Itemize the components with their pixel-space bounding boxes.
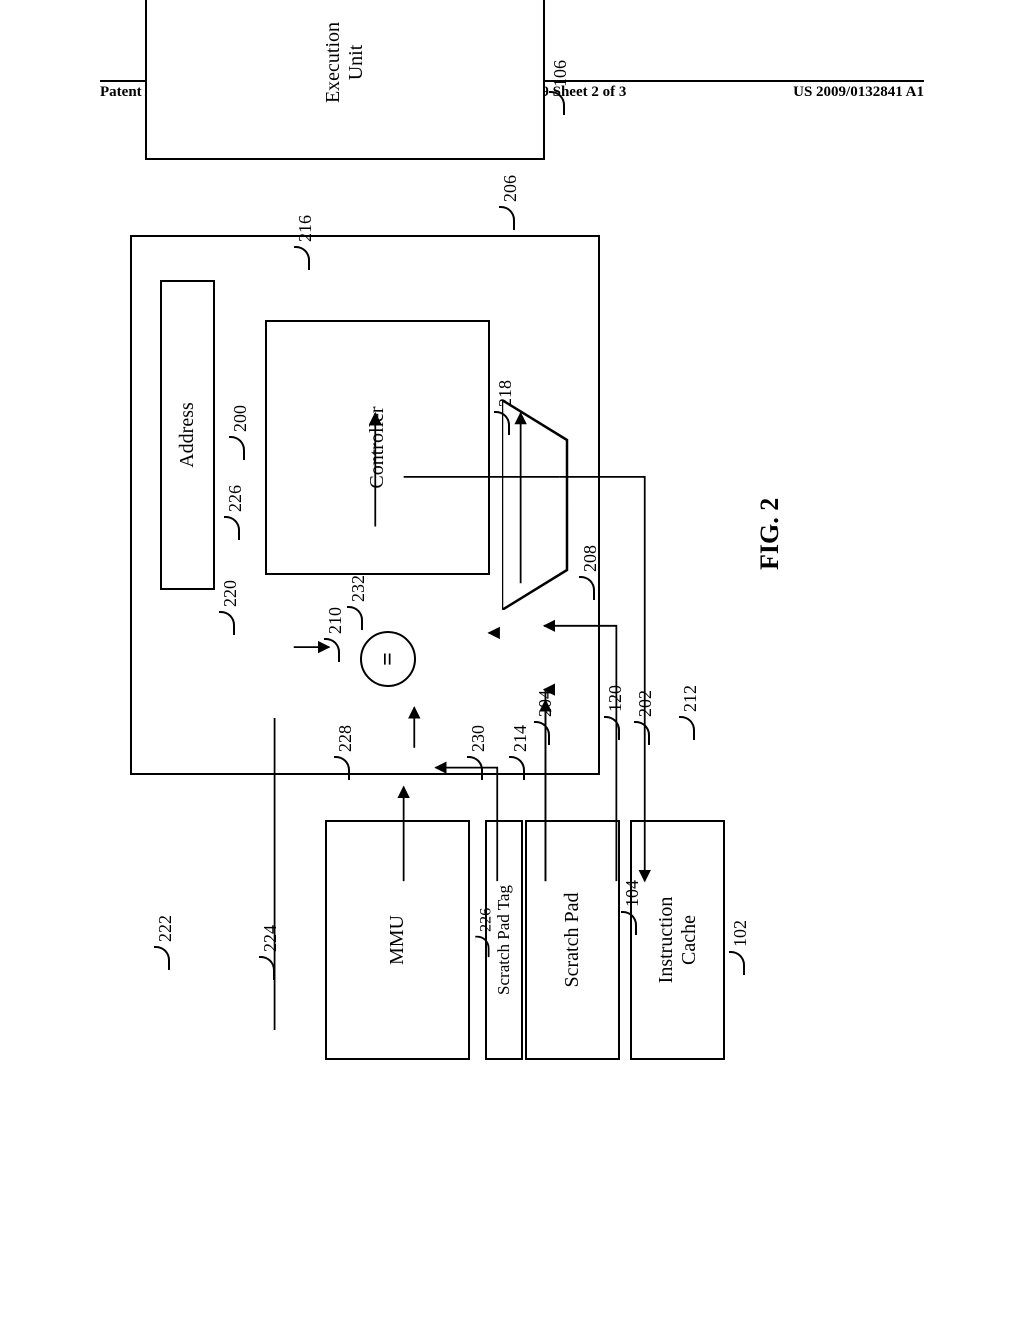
ref-220: 220: [220, 580, 241, 635]
ref-102: 102: [730, 920, 751, 975]
ref-202: 202: [635, 690, 656, 745]
ref-232: 232: [348, 575, 369, 630]
ref-230: 230: [468, 725, 489, 780]
ref-204: 204: [535, 690, 556, 745]
ref-212: 212: [680, 685, 701, 740]
ref-228: 228: [335, 725, 356, 780]
figure-label: FIG. 2: [755, 498, 785, 570]
ref-104: 104: [622, 880, 643, 935]
execution-unit-label: Execution Unit: [322, 22, 368, 103]
ref-222: 222: [155, 915, 176, 970]
ref-226-arrow: 226: [225, 485, 246, 540]
ref-224: 224: [260, 925, 281, 980]
ref-200: 200: [230, 405, 251, 460]
ref-214: 214: [510, 725, 531, 780]
header-right: US 2009/0132841 A1: [793, 84, 924, 101]
ref-216: 216: [295, 215, 316, 270]
ref-226-tag: 226: [476, 908, 495, 958]
ref-218: 218: [495, 380, 516, 435]
ref-106: 106: [550, 60, 571, 115]
wires: [70, 250, 950, 1030]
ref-206: 206: [500, 175, 521, 230]
page-root: Patent Application Publication May 21, 2…: [0, 0, 1024, 1320]
ref-120: 120: [605, 685, 626, 740]
diagram-canvas: Instruction Cache Scratch Pad Scratch Pa…: [70, 250, 950, 1030]
ref-210: 210: [325, 607, 346, 662]
ref-208: 208: [580, 545, 601, 600]
execution-unit-block: Execution Unit: [145, 0, 545, 160]
